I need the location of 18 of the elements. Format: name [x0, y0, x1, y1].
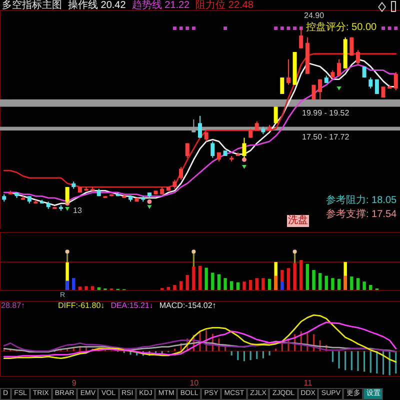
text: 28.87↑	[1, 301, 26, 310]
band-label: 19.99 - 19.52	[302, 108, 350, 118]
annotation: 控盘评分: 50.00	[306, 22, 377, 34]
text: DIFF:-61.80↓	[58, 301, 105, 310]
text: 趋势线 21.22	[132, 0, 190, 12]
annotation: 13	[73, 206, 82, 216]
x-tick-label: 10	[190, 378, 200, 388]
text: 操作线 20.42	[68, 0, 126, 12]
text: 24.90	[304, 11, 324, 20]
text: DEA:15.21↓	[110, 301, 154, 310]
text: 洗盘	[287, 215, 309, 226]
text: MACD:-154.02↑	[159, 301, 216, 310]
text: 阻力位 22.48	[196, 0, 254, 12]
x-tick-label: 11	[304, 378, 313, 388]
annotation: 参考支撑: 17.54	[326, 209, 397, 220]
band-label: 17.50 - 17.72	[302, 132, 350, 142]
x-tick-label: 9	[72, 378, 77, 388]
annotation: 参考阻力: 18.05	[326, 195, 397, 206]
